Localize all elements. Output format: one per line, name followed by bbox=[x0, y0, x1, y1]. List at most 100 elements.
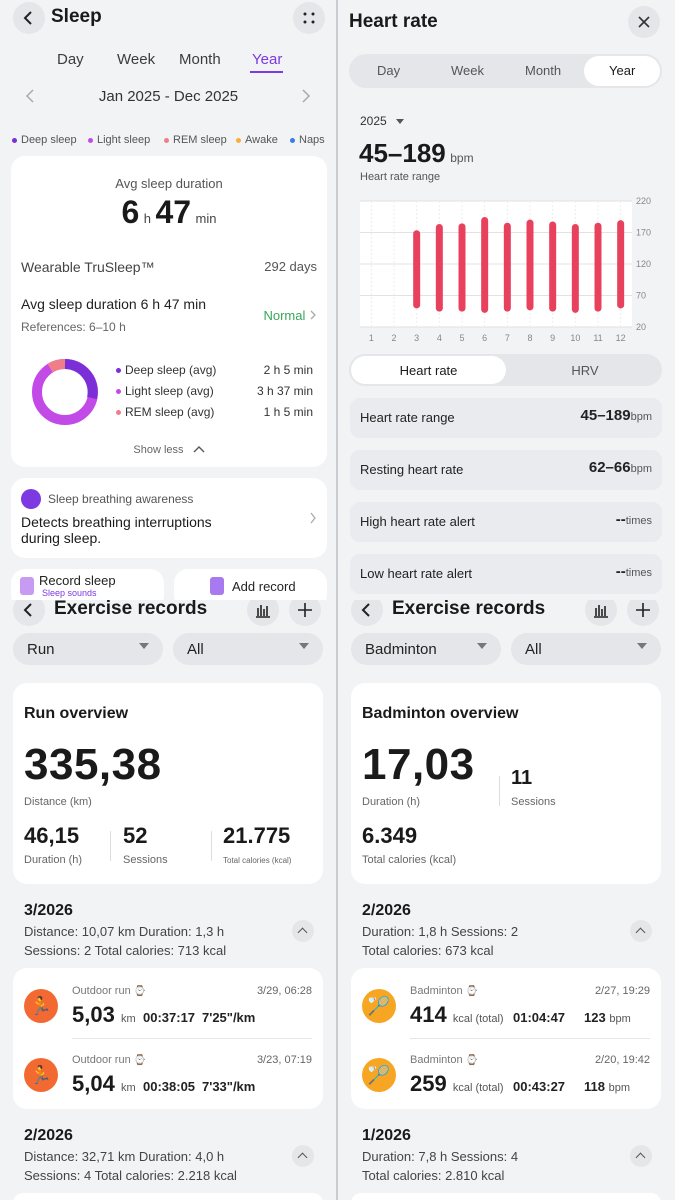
legend-dot bbox=[236, 137, 241, 143]
hr-row-resting[interactable]: Resting heart rate 62–66bpm bbox=[350, 450, 662, 490]
month-line2: Total calories: 673 kcal bbox=[362, 943, 494, 958]
add-record-button[interactable]: Add record bbox=[174, 569, 327, 600]
divider bbox=[410, 1038, 650, 1039]
collapse-month-button[interactable] bbox=[630, 920, 652, 942]
breakdown-rem: REM sleep (avg) bbox=[116, 405, 214, 419]
chevron-right-icon bbox=[310, 310, 316, 320]
segment-day[interactable]: Day bbox=[377, 63, 401, 78]
record-sleep-label: Record sleep bbox=[39, 573, 116, 588]
segment-week[interactable]: Week bbox=[451, 63, 484, 78]
hr-row-low-alert[interactable]: Low heart rate alert --times bbox=[350, 554, 662, 594]
prev-range-button[interactable] bbox=[24, 88, 36, 109]
type-dropdown[interactable]: Run bbox=[13, 633, 163, 665]
dropdown-value: Run bbox=[27, 641, 55, 658]
back-button[interactable] bbox=[13, 600, 45, 626]
activity-item[interactable]: 🏃 Outdoor run ⌚ 3/23, 07:19 5,04 km 00:3… bbox=[13, 1038, 323, 1108]
collapse-month-button[interactable] bbox=[630, 1145, 652, 1167]
breakdown-label: REM sleep (avg) bbox=[125, 405, 215, 419]
toggle-heart-rate[interactable]: Heart rate bbox=[399, 363, 458, 378]
tab-week[interactable]: Week bbox=[117, 51, 156, 68]
calories-value: 21.775 bbox=[223, 823, 291, 848]
month-line2: Sessions: 4 Total calories: 2.218 kcal bbox=[24, 1168, 237, 1183]
record-sleep-sub: Sleep sounds bbox=[42, 588, 97, 598]
close-button[interactable] bbox=[628, 6, 660, 38]
collapse-month-button[interactable] bbox=[292, 920, 314, 942]
hr-number: 123 bbox=[584, 1010, 606, 1025]
row-number: -- bbox=[615, 511, 626, 528]
month-line1: Duration: 7,8 h Sessions: 4 bbox=[362, 1149, 519, 1164]
calories-label: Total calories (kcal) bbox=[223, 856, 292, 865]
heart-rate-panel: Heart rate Day Week Month Year 2025 45–1… bbox=[338, 0, 675, 600]
tab-year[interactable]: Year bbox=[252, 51, 283, 68]
divider bbox=[110, 831, 111, 861]
row-value: --times bbox=[616, 511, 652, 528]
show-less-button[interactable]: Show less bbox=[11, 444, 327, 456]
add-button[interactable] bbox=[627, 600, 659, 626]
next-range-button[interactable] bbox=[300, 88, 312, 109]
activity-item[interactable]: 🏃 Outdoor run ⌚ 3/29, 06:28 5,03 km 00:3… bbox=[13, 968, 323, 1038]
segment-year[interactable]: Year bbox=[609, 63, 636, 78]
hr-row-high-alert[interactable]: High heart rate alert --times bbox=[350, 502, 662, 542]
stats-button[interactable] bbox=[585, 600, 617, 626]
scope-dropdown[interactable]: All bbox=[511, 633, 661, 665]
back-button[interactable] bbox=[13, 2, 45, 34]
activity-hr: 123 bpm bbox=[584, 1010, 631, 1025]
dropdown-value: All bbox=[525, 641, 542, 658]
type-dropdown[interactable]: Badminton bbox=[351, 633, 501, 665]
month-title: 2/2026 bbox=[362, 902, 411, 919]
add-record-icon bbox=[210, 577, 224, 595]
activity-date: 2/27, 19:29 bbox=[594, 985, 650, 997]
x-tick-label: 7 bbox=[505, 333, 510, 343]
dropdown-value: All bbox=[187, 641, 204, 658]
sleep-summary-card: Avg sleep duration 6 h 47 min Wearable T… bbox=[11, 156, 327, 467]
avg-sleep-line: Avg sleep duration 6 h 47 min bbox=[21, 296, 206, 312]
month-title: 2/2026 bbox=[24, 1127, 73, 1144]
breathing-icon bbox=[21, 489, 41, 509]
collapse-month-button[interactable] bbox=[292, 1145, 314, 1167]
breakdown-deep: Deep sleep (avg) bbox=[116, 363, 216, 377]
month-title: 1/2026 bbox=[362, 1127, 411, 1144]
legend-label: Awake bbox=[245, 134, 278, 146]
overview-title: Run overview bbox=[24, 705, 129, 722]
add-button[interactable] bbox=[289, 600, 321, 626]
badminton-icon: 🏸 bbox=[362, 989, 396, 1023]
activity-time: 00:37:17 bbox=[143, 1010, 196, 1025]
more-button[interactable] bbox=[293, 2, 325, 34]
watch-icon: ⌚ bbox=[133, 1055, 147, 1066]
back-button[interactable] bbox=[351, 600, 383, 626]
donut-deep bbox=[64, 359, 98, 400]
activity-pace: 7'33"/km bbox=[202, 1079, 256, 1094]
x-tick-label: 5 bbox=[459, 333, 464, 343]
bar-chart-icon bbox=[256, 605, 270, 618]
mins-unit: min bbox=[195, 211, 217, 226]
page-title: Sleep bbox=[51, 6, 102, 27]
hr-row-range[interactable]: Heart rate range 45–189bpm bbox=[350, 398, 662, 438]
row-unit: bpm bbox=[630, 411, 652, 423]
watch-icon: ⌚ bbox=[133, 986, 147, 997]
month-line2: Sessions: 2 Total calories: 713 kcal bbox=[24, 943, 227, 958]
status-link[interactable]: Normal bbox=[263, 308, 317, 323]
stats-button[interactable] bbox=[247, 600, 279, 626]
scope-dropdown[interactable]: All bbox=[173, 633, 323, 665]
segment-month[interactable]: Month bbox=[525, 63, 562, 78]
record-sleep-button[interactable]: Record sleep Sleep sounds bbox=[11, 569, 164, 600]
activity-calories: 259 kcal (total) bbox=[410, 1071, 504, 1097]
activity-type-text: Badminton bbox=[410, 985, 463, 997]
activity-item[interactable]: 🏸 Badminton ⌚ 2/20, 19:42 259 kcal (tota… bbox=[351, 1038, 661, 1108]
tab-month[interactable]: Month bbox=[179, 51, 221, 68]
activity-list-card-partial bbox=[351, 1193, 661, 1200]
breathing-card[interactable]: Sleep breathing awareness Detects breath… bbox=[11, 478, 327, 558]
activity-distance: 5,03 km bbox=[72, 1002, 136, 1028]
calories-unit: kcal (total) bbox=[452, 1013, 504, 1025]
back-arrow-icon bbox=[361, 603, 370, 617]
activity-item[interactable]: 🏸 Badminton ⌚ 2/27, 19:29 414 kcal (tota… bbox=[351, 968, 661, 1038]
row-unit: times bbox=[625, 567, 652, 579]
badminton-icon: 🏸 bbox=[362, 1058, 396, 1092]
tab-day[interactable]: Day bbox=[57, 51, 84, 68]
toggle-hrv[interactable]: HRV bbox=[571, 363, 599, 378]
plus-icon bbox=[298, 603, 312, 617]
x-tick-label: 2 bbox=[391, 333, 396, 343]
year-selector[interactable]: 2025 bbox=[360, 114, 405, 128]
calories-number: 414 bbox=[410, 1002, 447, 1027]
close-icon bbox=[638, 16, 650, 28]
